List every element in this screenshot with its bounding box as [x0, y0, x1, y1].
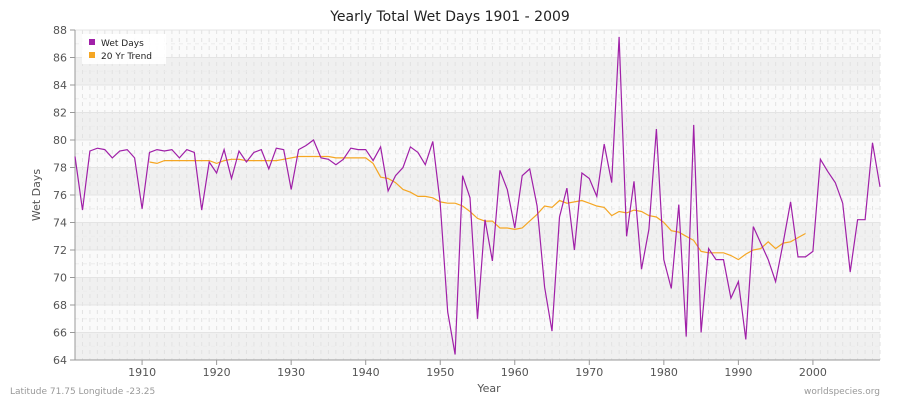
legend-box [82, 34, 166, 64]
y-tick-label: 78 [53, 162, 67, 175]
x-tick-label: 2000 [799, 366, 827, 379]
x-tick-label: 1960 [501, 366, 529, 379]
legend-swatch-trend [89, 52, 95, 58]
x-axis-label: Year [476, 382, 501, 395]
y-tick-label: 70 [53, 272, 67, 285]
y-tick-label: 64 [53, 354, 67, 367]
y-tick-label: 74 [53, 217, 67, 230]
footer-location: Latitude 71.75 Longitude -23.25 [10, 387, 155, 397]
y-tick-label: 72 [53, 244, 67, 257]
x-tick-label: 1930 [277, 366, 305, 379]
y-tick-label: 86 [53, 52, 67, 65]
x-tick-label: 1980 [650, 366, 678, 379]
x-tick-label: 1950 [426, 366, 454, 379]
x-tick-label: 1970 [575, 366, 603, 379]
y-tick-label: 68 [53, 299, 67, 312]
y-axis-label: Wet Days [30, 169, 43, 222]
legend-swatch-wet-days [89, 39, 95, 45]
legend: Wet Days 20 Yr Trend [82, 34, 166, 64]
x-tick-label: 1990 [724, 366, 752, 379]
x-tick-label: 1910 [128, 366, 156, 379]
footer-credit: worldspecies.org [804, 387, 880, 397]
y-tick-label: 80 [53, 134, 67, 147]
series-line-wet-days [74, 36, 881, 355]
chart-title: Yearly Total Wet Days 1901 - 2009 [329, 9, 570, 25]
y-tick-label: 66 [53, 327, 67, 340]
series-line-20-yr-trend [149, 155, 806, 261]
y-tick-label: 88 [53, 24, 67, 37]
legend-label-wet-days: Wet Days [101, 39, 144, 49]
y-tick-label: 84 [53, 79, 67, 92]
y-tick-label: 82 [53, 107, 67, 120]
legend-label-trend: 20 Yr Trend [101, 52, 152, 62]
x-tick-label: 1940 [352, 366, 380, 379]
x-tick-label: 1920 [203, 366, 231, 379]
y-tick-label: 76 [53, 189, 67, 202]
